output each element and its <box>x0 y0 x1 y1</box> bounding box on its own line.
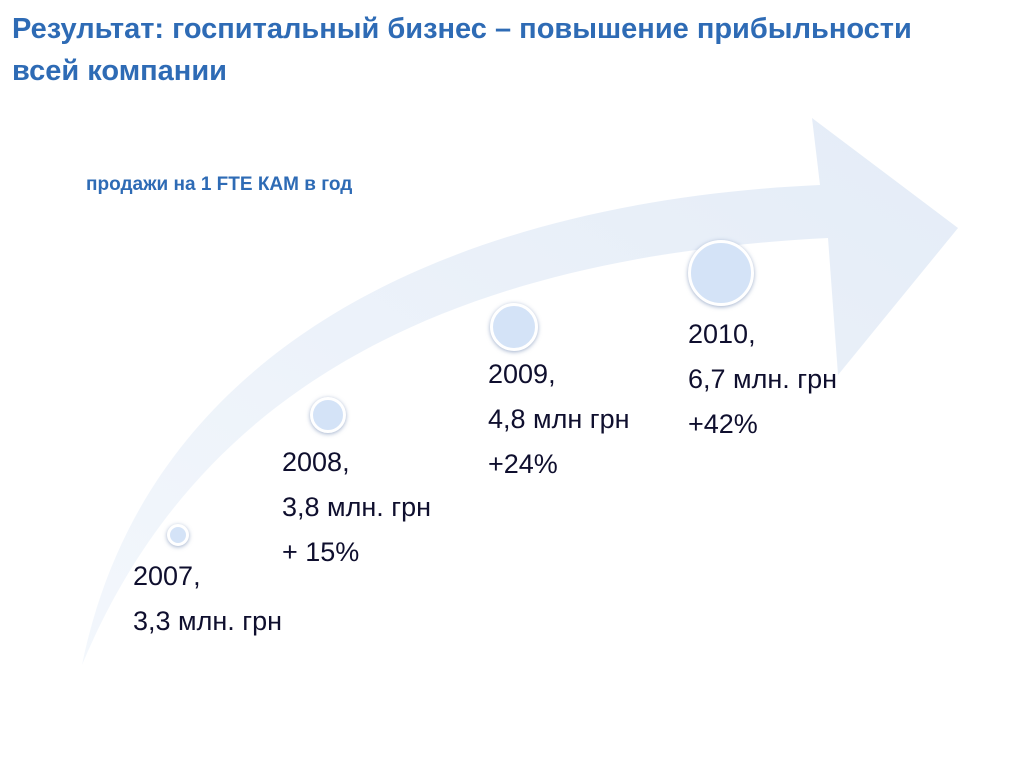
milestone-2007: 2007, 3,3 млн. грн <box>133 554 282 644</box>
milestone-year: 2010, <box>688 319 756 349</box>
milestone-value: 3,3 млн. грн <box>133 606 283 636</box>
milestone-year: 2009, <box>488 359 556 389</box>
milestone-marker-2009 <box>490 303 538 351</box>
milestone-2009: 2009, 4,8 млн грн +24% <box>488 352 630 487</box>
milestone-value: 6,7 млн. грн <box>688 364 838 394</box>
milestone-marker-2008 <box>310 397 346 433</box>
growth-arrow-path <box>82 118 958 665</box>
milestone-growth: +24% <box>488 449 558 479</box>
milestone-value: 4,8 млн грн <box>488 404 630 434</box>
chart-subtitle: продажи на 1 FTE КАМ в год <box>86 174 353 195</box>
milestone-marker-2010 <box>688 240 754 306</box>
milestone-marker-2007 <box>167 524 189 546</box>
slide-title: Результат: госпитальный бизнес – повышен… <box>12 13 912 87</box>
milestone-2008: 2008, 3,8 млн. грн + 15% <box>282 440 431 575</box>
milestone-year: 2007, <box>133 561 201 591</box>
milestone-year: 2008, <box>282 447 350 477</box>
milestone-growth: +42% <box>688 409 758 439</box>
milestone-value: 3,8 млн. грн <box>282 492 432 522</box>
milestone-growth: + 15% <box>282 537 360 567</box>
milestone-2010: 2010, 6,7 млн. грн +42% <box>688 312 837 447</box>
